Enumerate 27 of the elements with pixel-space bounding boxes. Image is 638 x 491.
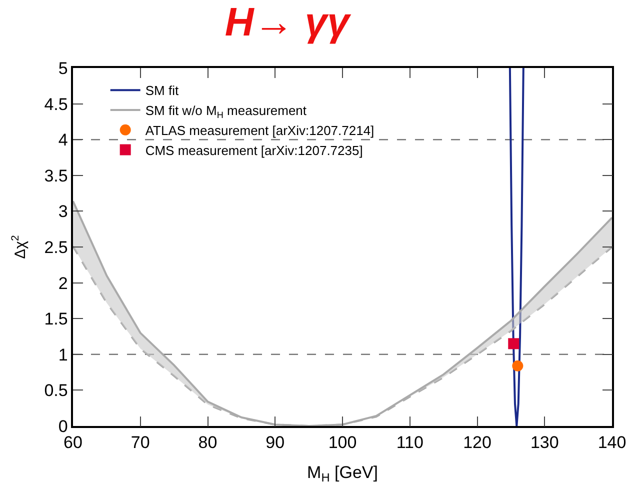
x-tick-label: 140 xyxy=(598,433,626,452)
y-tick-label: 1 xyxy=(58,345,68,364)
legend-label: CMS measurement [arXiv:1207.7235] xyxy=(145,142,363,158)
x-tick-label: 110 xyxy=(396,433,424,452)
legend-label: SM fit w/o M$_{H}$ measurement xyxy=(145,103,307,120)
y-tick-label: 4 xyxy=(58,130,68,150)
y-tick-label: 2 xyxy=(58,274,68,293)
y-tick-label: 3.5 xyxy=(44,166,68,186)
chart-title: H→ γγ xyxy=(224,0,352,44)
y-tick-label: 3 xyxy=(58,202,68,222)
x-tick-label: 120 xyxy=(463,433,492,452)
y-tick-label: 0.5 xyxy=(44,381,68,400)
x-tick-label: 130 xyxy=(530,433,559,452)
y-tick-label: 2.5 xyxy=(44,238,68,257)
x-axis-title: M$_{H}$ [GeV] xyxy=(307,463,378,485)
y-tick-label: 5 xyxy=(58,58,68,78)
x-tick-label: 90 xyxy=(266,433,285,452)
legend-label: SM fit xyxy=(145,83,179,98)
x-tick-label: 100 xyxy=(328,433,357,452)
y-tick-label: 4.5 xyxy=(44,94,68,114)
legend-label: ATLAS measurement [arXiv:1207.7214] xyxy=(145,122,374,138)
y-tick-label: 1.5 xyxy=(44,310,68,329)
line-series xyxy=(508,68,524,426)
x-tick-label: 80 xyxy=(198,433,218,452)
x-tick-label: 70 xyxy=(130,433,150,452)
x-tick-label: 60 xyxy=(64,433,82,452)
y-tick-label: 0 xyxy=(58,416,68,436)
